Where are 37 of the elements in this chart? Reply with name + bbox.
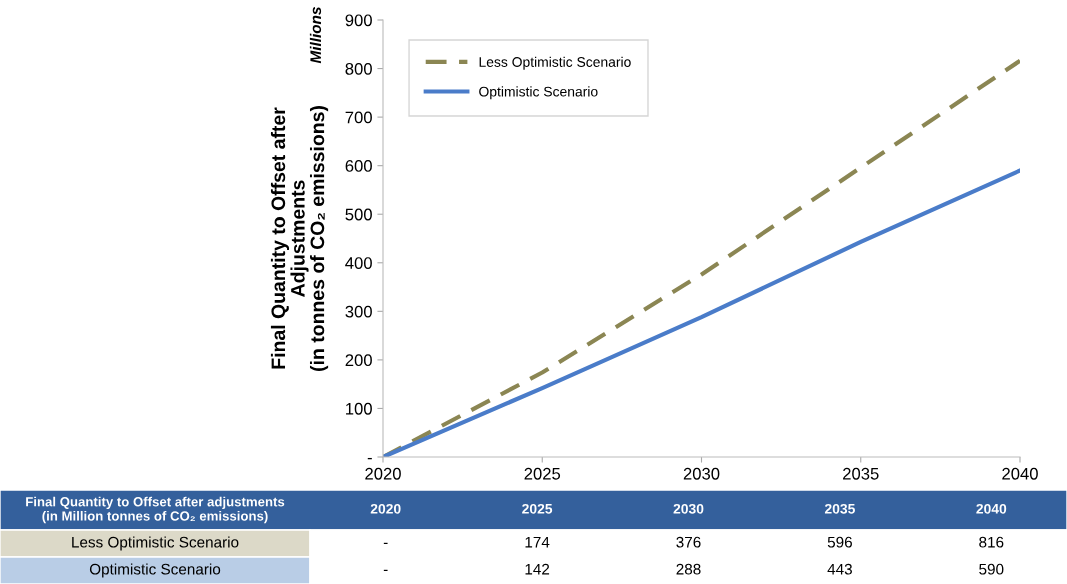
y-tick-label: 600 [345,160,372,172]
y-tick-label: 100 [346,402,372,415]
y-axis-title: Final Quantity to Offset after Adjustments (in tonnes of CO₂ emissions) [270,106,329,371]
y-tick-label: 700 [345,111,372,124]
legend-label: Less Optimistic Scenario [479,56,631,70]
y-tick-label: 800 [345,62,372,75]
text: 2025 [522,503,553,514]
text: 443 [827,563,852,575]
text: 2020 [370,503,401,514]
text: 2030 [673,503,704,514]
legend-label: Optimistic Scenario [479,86,598,100]
text: Millions [309,7,322,64]
y-tick-label: 400 [345,257,372,269]
text: - [383,542,388,544]
text: 596 [827,536,852,548]
text: 288 [676,563,701,575]
x-tick-label: 2035 [843,467,879,480]
text: 142 [525,563,550,575]
text: 376 [676,536,701,548]
y-tick-label: 900 [345,14,372,27]
x-tick-label: 2030 [683,467,720,480]
text: 174 [525,536,550,548]
y-tick-label: - [367,457,372,460]
x-tick-label: 2020 [365,467,401,480]
y-tick-label: 200 [345,354,372,367]
y-tick-label: 300 [345,305,372,318]
x-tick-label: 2025 [524,467,561,480]
text: 590 [979,563,1004,575]
text: Final Quantity to Offset after adjustments (in Million tonnes of CO₂ emissions) [26,496,285,524]
text: 816 [979,536,1004,548]
text: 2035 [824,503,855,514]
x-tick-label: 2040 [1002,467,1038,480]
text: 2040 [976,503,1007,514]
text: Optimistic Scenario [89,563,221,578]
y-tick-label: 500 [345,208,372,221]
text: Less Optimistic Scenario [72,536,239,551]
text: - [383,569,388,571]
